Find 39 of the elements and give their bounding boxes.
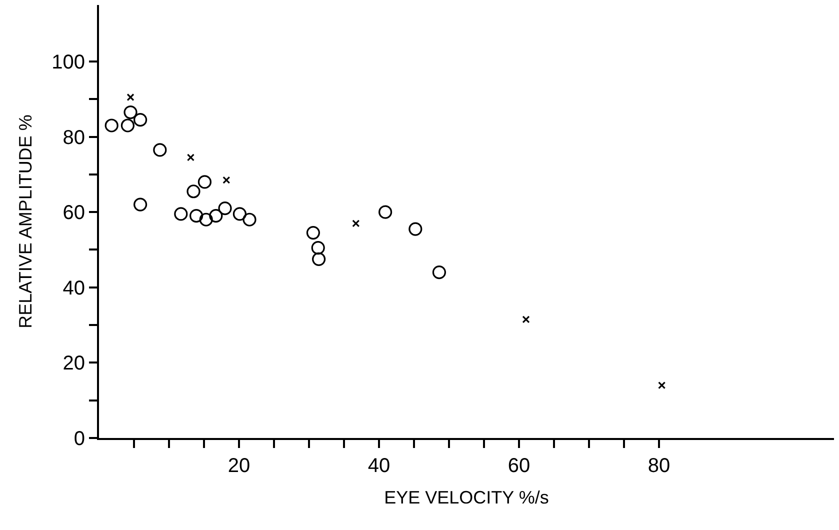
point <box>306 226 320 240</box>
y-tick-label: 60 <box>62 202 85 224</box>
point <box>522 316 530 324</box>
point <box>190 209 204 223</box>
point <box>378 205 392 219</box>
point <box>126 93 134 102</box>
point <box>352 220 360 228</box>
point <box>209 209 223 223</box>
point <box>198 175 212 189</box>
x-tick-label: 80 <box>648 455 670 477</box>
y-tick-label: 40 <box>62 277 85 300</box>
point <box>199 212 213 226</box>
y-axis-title: RELATIVE AMPLITUDE % <box>15 114 36 328</box>
point <box>408 222 422 236</box>
point <box>174 207 188 221</box>
y-tick-label: 80 <box>62 126 85 149</box>
point <box>232 207 246 221</box>
point <box>218 202 232 216</box>
point <box>242 212 256 226</box>
point <box>186 184 200 198</box>
point <box>104 118 118 132</box>
y-tick-label: 0 <box>74 428 85 450</box>
point <box>658 381 666 390</box>
x-tick-label: 60 <box>508 455 530 477</box>
point <box>153 143 167 157</box>
point <box>134 113 148 127</box>
x-tick-label: 40 <box>368 455 390 477</box>
x-tick-label: 20 <box>228 455 250 477</box>
y-tick-label: 100 <box>52 51 85 74</box>
point <box>312 252 326 266</box>
point <box>311 241 325 255</box>
point <box>120 118 134 132</box>
y-tick-label: 20 <box>62 352 85 375</box>
point <box>134 198 148 212</box>
point <box>124 106 138 120</box>
x-axis-title: EYE VELOCITY %/s <box>384 488 549 508</box>
point <box>222 176 230 184</box>
point <box>432 266 446 280</box>
point <box>186 154 194 162</box>
